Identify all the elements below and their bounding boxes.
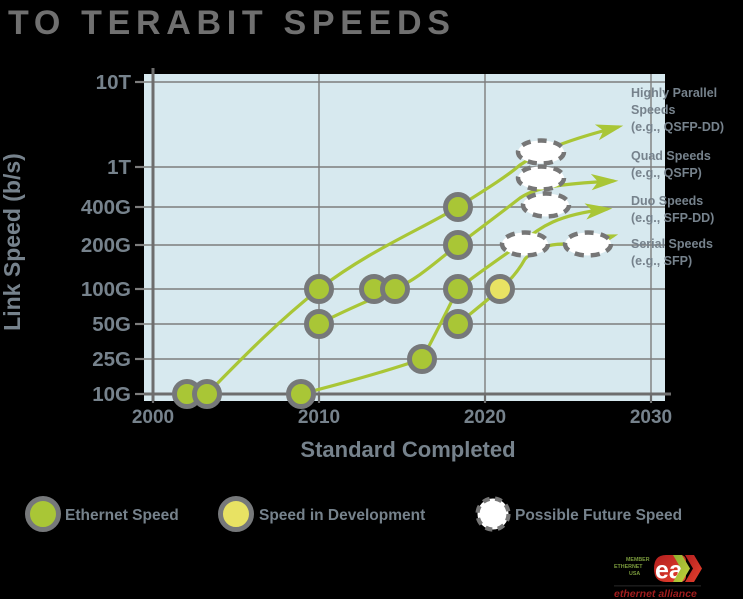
svg-text:Ethernet Speed: Ethernet Speed [65,507,179,524]
svg-text:2000: 2000 [132,407,174,428]
svg-text:100G: 100G [81,278,131,301]
svg-text:25G: 25G [92,348,131,371]
svg-text:Serial Speeds: Serial Speeds [631,237,713,251]
svg-text:10G: 10G [92,383,131,406]
svg-text:(e.g., SFP-DD): (e.g., SFP-DD) [631,211,714,225]
svg-text:Speeds: Speeds [631,103,676,117]
svg-text:USA: USA [629,571,640,577]
svg-text:Possible Future Speed: Possible Future Speed [515,507,682,524]
svg-text:10T: 10T [96,71,132,94]
svg-text:1T: 1T [107,156,131,179]
svg-text:Link Speed (b/s): Link Speed (b/s) [0,153,25,331]
svg-text:2010: 2010 [298,407,340,428]
svg-text:ethernet alliance: ethernet alliance [614,588,697,599]
svg-text:MEMBER: MEMBER [626,557,650,563]
svg-text:(e.g., SFP): (e.g., SFP) [631,254,692,268]
svg-text:400G: 400G [81,196,131,219]
svg-text:200G: 200G [81,234,131,257]
svg-text:Highly Parallel: Highly Parallel [631,86,717,100]
svg-text:50G: 50G [92,313,131,336]
svg-text:Speed in Development: Speed in Development [259,507,425,524]
svg-text:Standard Completed: Standard Completed [300,437,515,462]
svg-text:ETHERNET: ETHERNET [614,564,643,570]
svg-text:(e.g., QSFP-DD): (e.g., QSFP-DD) [631,120,724,134]
svg-text:2030: 2030 [630,407,672,428]
svg-text:Quad Speeds: Quad Speeds [631,149,711,163]
svg-text:2020: 2020 [464,407,506,428]
svg-text:(e.g., QSFP): (e.g., QSFP) [631,166,702,180]
svg-text:Duo Speeds: Duo Speeds [631,194,703,208]
